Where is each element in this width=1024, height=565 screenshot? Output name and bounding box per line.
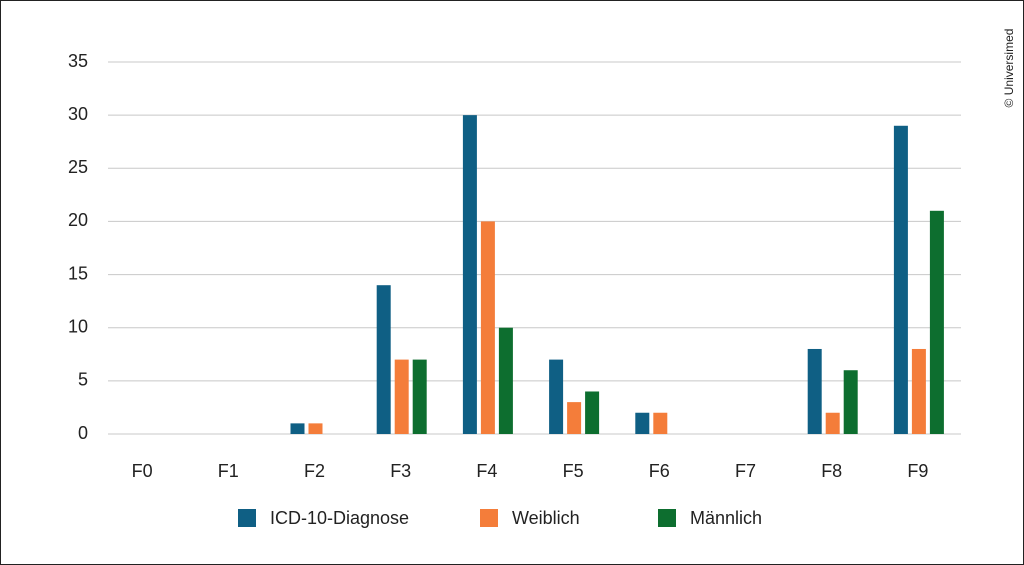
- copyright: © Universimed: [1002, 29, 1016, 108]
- bar: [462, 115, 477, 435]
- bar: [653, 412, 668, 434]
- bar: [567, 402, 582, 434]
- legend-label: Weiblich: [512, 508, 580, 528]
- bar: [308, 423, 323, 434]
- bar: [498, 327, 513, 434]
- y-tick-label: 0: [78, 423, 88, 443]
- bar: [635, 412, 650, 434]
- x-tick-label: F2: [304, 461, 325, 481]
- y-tick-label: 10: [68, 316, 88, 336]
- bar: [807, 348, 822, 434]
- y-tick-label: 35: [68, 51, 88, 71]
- bar: [480, 221, 495, 434]
- x-tick-label: F7: [735, 461, 756, 481]
- x-tick-label: F5: [563, 461, 584, 481]
- bar: [929, 210, 944, 434]
- bar: [893, 125, 908, 435]
- legend-label: Männlich: [690, 508, 762, 528]
- y-tick-label: 20: [68, 210, 88, 230]
- legend-swatch: [658, 509, 676, 527]
- x-tick-label: F4: [476, 461, 497, 481]
- legend-label: ICD-10-Diagnose: [270, 508, 409, 528]
- legend-swatch: [480, 509, 498, 527]
- bar: [549, 359, 564, 434]
- bar: [825, 412, 840, 434]
- bar: [394, 359, 409, 434]
- x-tick-label: F3: [390, 461, 411, 481]
- bar: [585, 391, 600, 434]
- bar: [290, 423, 305, 434]
- x-tick-label: F9: [907, 461, 928, 481]
- x-tick-label: F0: [132, 461, 153, 481]
- y-tick-label: 15: [68, 263, 88, 283]
- y-tick-label: 5: [78, 370, 88, 390]
- bar: [412, 359, 427, 434]
- bar: [911, 348, 926, 434]
- bar: [843, 370, 858, 434]
- legend-swatch: [238, 509, 256, 527]
- x-tick-label: F6: [649, 461, 670, 481]
- x-tick-label: F1: [218, 461, 239, 481]
- x-tick-label: F8: [821, 461, 842, 481]
- y-tick-label: 30: [68, 104, 88, 124]
- y-tick-label: 25: [68, 157, 88, 177]
- bar: [376, 285, 391, 434]
